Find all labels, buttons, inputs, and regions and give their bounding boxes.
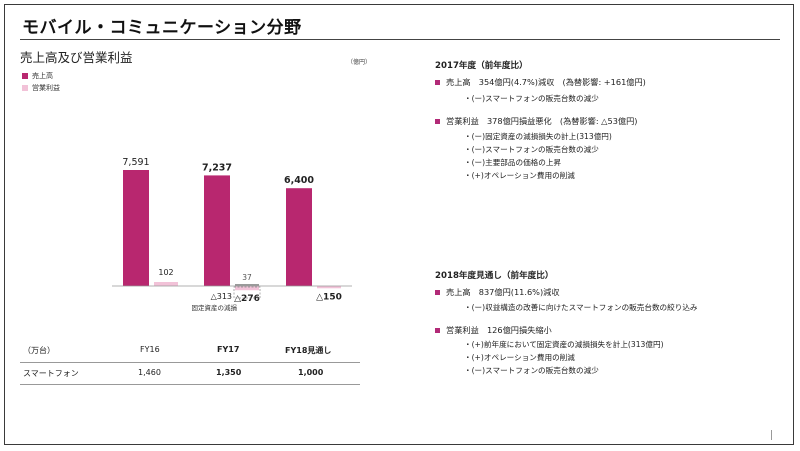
- table-rule-top: [20, 362, 360, 363]
- bar-sales-1: [204, 175, 230, 286]
- sub-2018-op-3: ・(ー)スマートフォンの販売台数の減少: [464, 366, 599, 375]
- title-divider: [20, 39, 780, 40]
- heading-2017: 2017年度（前年度比）: [435, 61, 528, 71]
- table-row: スマートフォン 1,460 1,350 1,000: [20, 360, 360, 382]
- sub-2017-op-1: ・(ー)固定資産の減損損失の計上(313億円): [464, 132, 612, 141]
- slide-frame: [4, 4, 794, 445]
- table-header-fy18: FY18見通し: [285, 346, 332, 355]
- heading-2018: 2018年度見通し（前年度比）: [435, 271, 554, 281]
- table-row-label: スマートフォン: [23, 369, 79, 378]
- data-label-op-1: △276: [234, 294, 260, 304]
- legend-swatch-sales: [22, 73, 28, 79]
- data-label-sales-0: 7,591: [122, 157, 149, 168]
- bar-sales-0: [123, 170, 149, 286]
- bullet-2017-sales: 売上高 354億円(4.7%)減収 (為替影響: +161億円): [435, 76, 646, 88]
- bar-op-2: [317, 286, 341, 289]
- table-unit-label: （万台）: [23, 346, 55, 355]
- bullet-2018-sales: 売上高 837億円(11.6%)減収: [435, 286, 560, 298]
- bullet-marker: [435, 289, 440, 295]
- bullet-2017-op: 営業利益 378億円損益悪化 (為替影響: △53億円): [435, 115, 637, 127]
- bullet-text: 営業利益 378億円損益悪化 (為替影響: △53億円): [446, 116, 638, 126]
- data-label-sales-2: 6,400: [284, 175, 314, 186]
- bullet-marker: [435, 79, 440, 85]
- sub-2017-sales-1: ・(ー)スマートフォンの販売台数の減少: [464, 94, 599, 103]
- data-label-op-2: △150: [316, 292, 342, 302]
- fixed-asset-adjusted-label: 37: [242, 273, 252, 282]
- fixed-asset-adjusted-bar: [235, 284, 259, 286]
- data-label-op-0: 102: [158, 268, 173, 277]
- sub-2018-op-1: ・(+)前年度において固定資産の減損損失を計上(313億円): [464, 340, 664, 349]
- sub-2017-op-3: ・(ー)主要部品の価格の上昇: [464, 158, 562, 167]
- slide-marker: [771, 430, 772, 440]
- fixed-asset-impairment-caption: 固定資産の減損: [192, 303, 238, 312]
- bullet-text: 売上高 354億円(4.7%)減収 (為替影響: +161億円): [446, 77, 646, 87]
- table-rule-bottom: [20, 384, 360, 385]
- bullet-text: 営業利益 126億円損失縮小: [446, 325, 552, 335]
- bar-sales-2: [286, 188, 312, 286]
- bullet-text: 売上高 837億円(11.6%)減収: [446, 287, 560, 297]
- table-header-fy17: FY17: [217, 345, 240, 354]
- sub-2017-op-4: ・(+)オペレーション費用の削減: [464, 171, 575, 180]
- sub-2018-sales-1: ・(ー)収益構造の改善に向けたスマートフォンの販売台数の絞り込み: [464, 303, 698, 312]
- legend-item-op: 営業利益: [22, 82, 60, 94]
- bullet-marker: [435, 327, 440, 333]
- sub-2018-op-2: ・(+)オペレーション費用の削減: [464, 353, 575, 362]
- table-cell-fy16: 1,460: [138, 368, 161, 377]
- legend-label-op: 営業利益: [32, 84, 60, 92]
- chart-unit: （億円）: [347, 59, 372, 66]
- bar-op-0: [154, 282, 178, 286]
- bar-op-1: [235, 286, 259, 291]
- table-cell-fy18: 1,000: [298, 368, 324, 377]
- legend-label-sales: 売上高: [32, 72, 53, 80]
- legend-item-sales: 売上高: [22, 70, 60, 82]
- shipments-table: （万台） FY16 FY17 FY18見通し スマートフォン 1,460 1,3…: [20, 338, 360, 385]
- table-cell-fy17: 1,350: [216, 368, 242, 377]
- sub-2017-op-2: ・(ー)スマートフォンの販売台数の減少: [464, 145, 599, 154]
- fixed-asset-impairment-box: [233, 286, 261, 299]
- table-header-fy16: FY16: [140, 345, 160, 354]
- legend-swatch-op: [22, 85, 28, 91]
- chart-legend: 売上高 営業利益: [22, 70, 60, 94]
- page-title: モバイル・コミュニケーション分野: [22, 18, 302, 38]
- bullet-2018-op: 営業利益 126億円損失縮小: [435, 324, 552, 336]
- fixed-asset-impairment-value: △313: [211, 292, 232, 301]
- table-header-row: （万台） FY16 FY17 FY18見通し: [20, 338, 360, 360]
- bullet-marker: [435, 118, 440, 124]
- data-label-sales-1: 7,237: [202, 162, 232, 173]
- chart-title: 売上高及び営業利益: [20, 50, 133, 65]
